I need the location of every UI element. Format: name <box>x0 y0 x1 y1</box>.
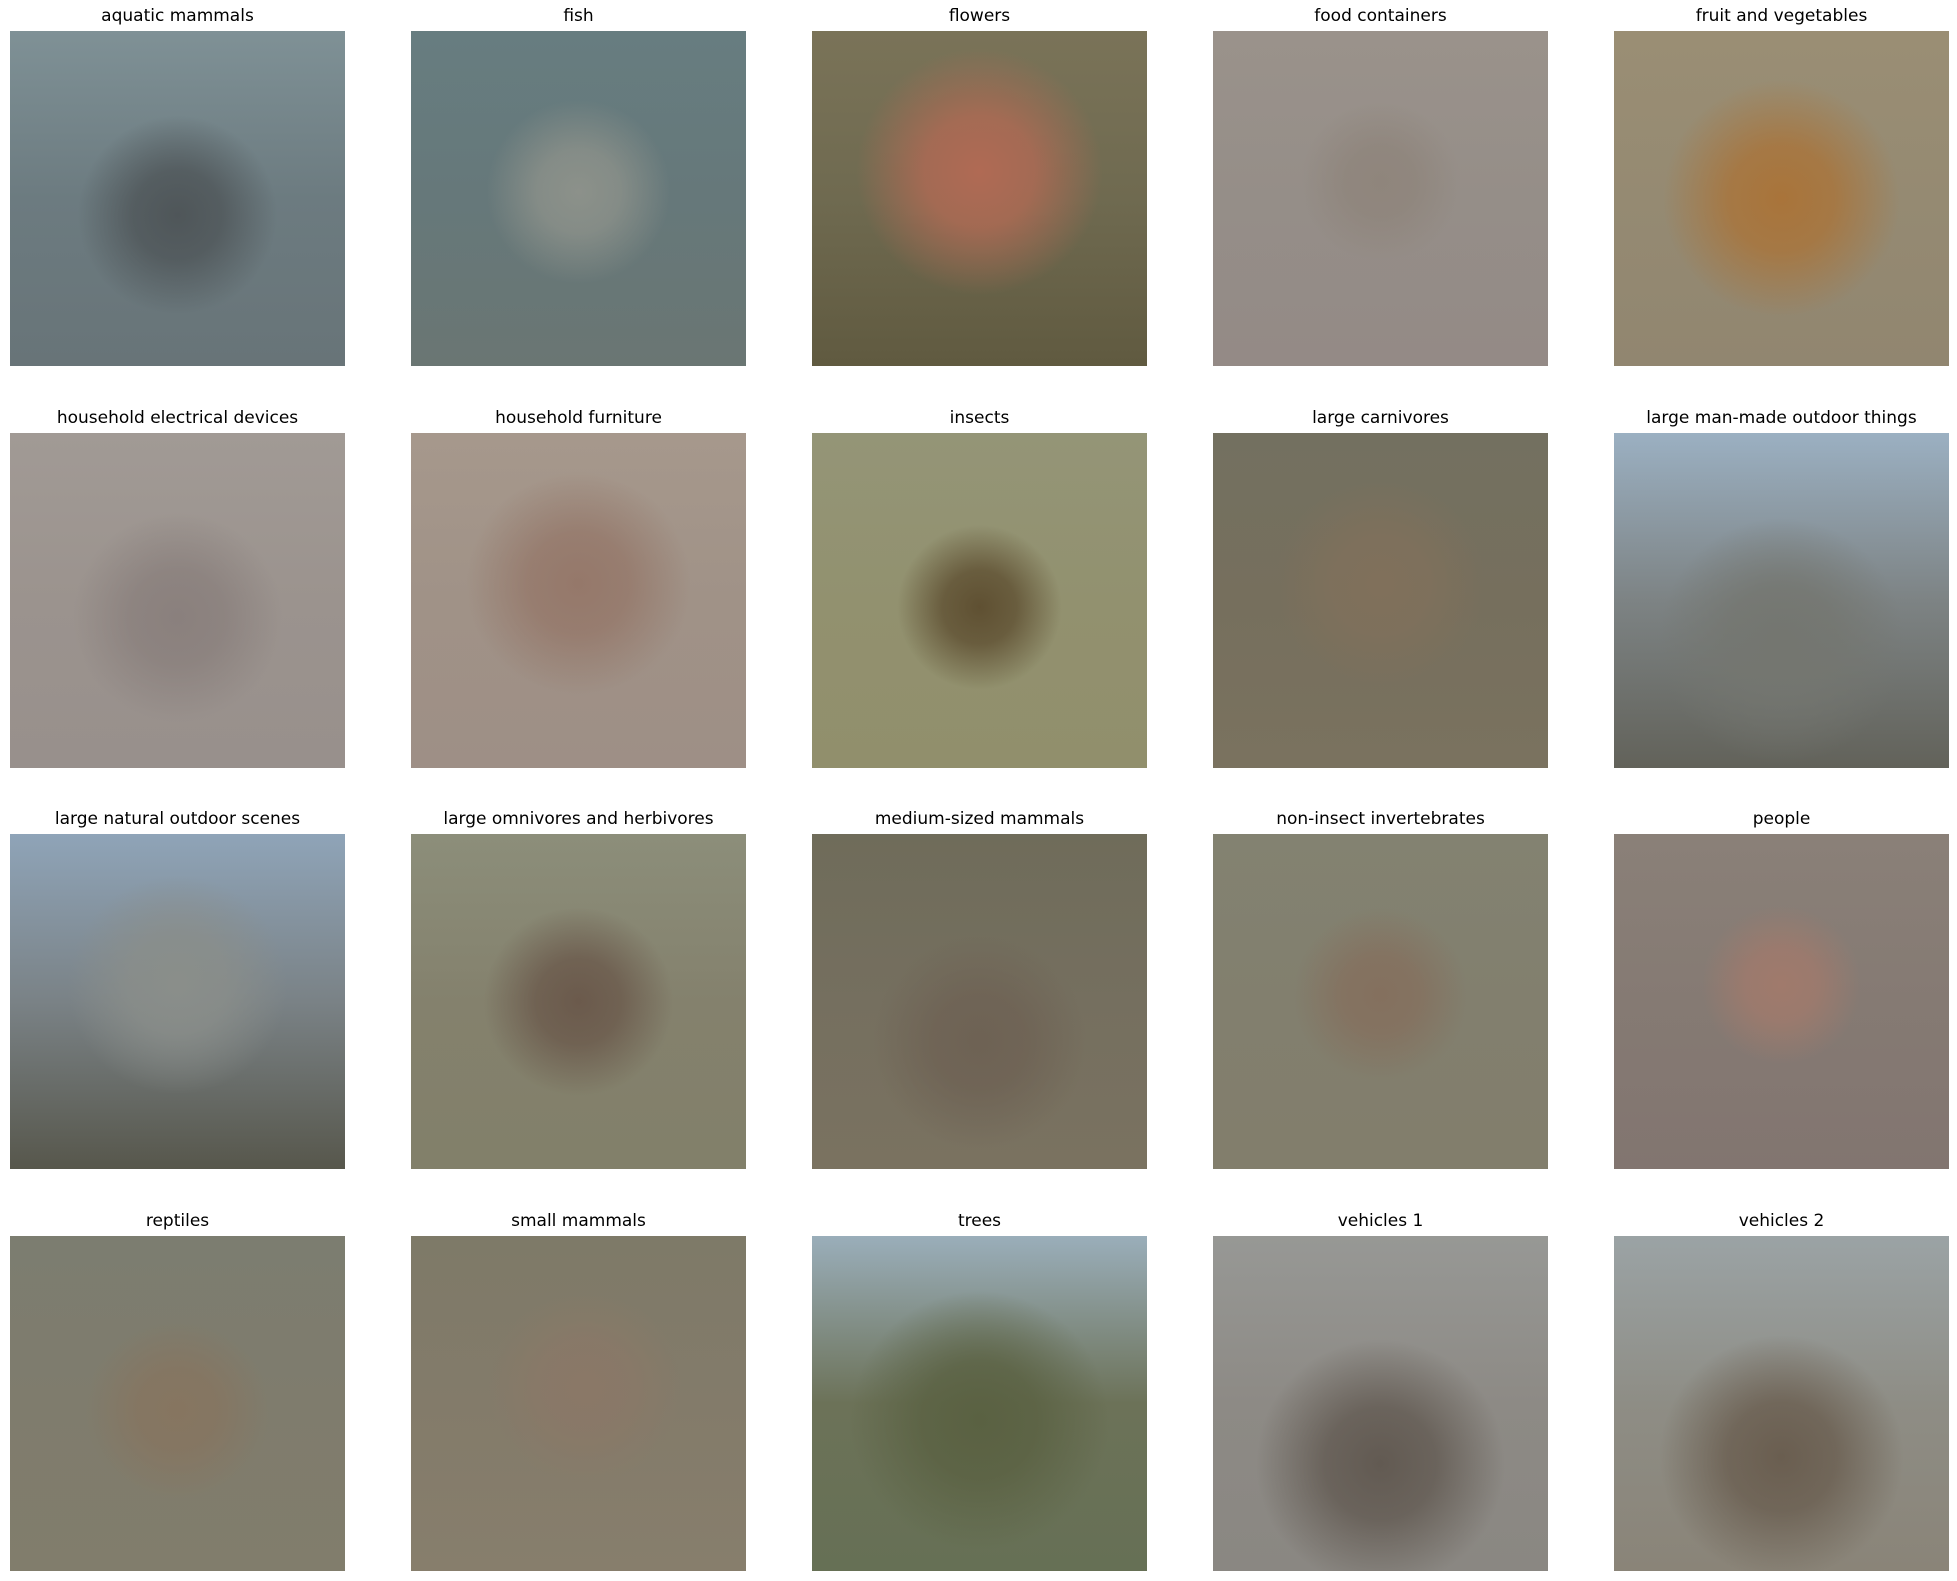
mean-image-blob <box>411 433 746 768</box>
mean-image-blob <box>10 31 345 366</box>
image-panel: large omnivores and herbivores <box>411 803 746 1173</box>
panel-title: insects <box>949 408 1010 428</box>
mean-image <box>812 1236 1147 1571</box>
panel-title: vehicles 2 <box>1738 1211 1825 1231</box>
mean-image-blob <box>10 433 345 768</box>
mean-image-blob <box>10 1236 345 1571</box>
mean-image <box>1614 834 1949 1169</box>
image-panel: household furniture <box>411 402 746 772</box>
mean-image-blob <box>812 1236 1147 1571</box>
image-panel: trees <box>812 1205 1147 1575</box>
panel-title: flowers <box>948 6 1011 26</box>
mean-image <box>10 433 345 768</box>
mean-image-blob <box>1614 433 1949 768</box>
mean-image-blob <box>1213 433 1548 768</box>
image-panel: flowers <box>812 0 1147 370</box>
panel-title: large man-made outdoor things <box>1646 408 1917 428</box>
panel-title: household electrical devices <box>56 408 299 428</box>
mean-image <box>411 31 746 366</box>
mean-image <box>1213 433 1548 768</box>
mean-image <box>1213 1236 1548 1571</box>
panel-title: reptiles <box>145 1211 210 1231</box>
mean-image-blob <box>812 31 1147 366</box>
mean-image-blob <box>1213 31 1548 366</box>
image-panel: household electrical devices <box>10 402 345 772</box>
panel-title: large natural outdoor scenes <box>54 809 301 829</box>
panel-title: medium-sized mammals <box>874 809 1085 829</box>
mean-image-blob <box>1213 1236 1548 1571</box>
panel-title: people <box>1752 809 1811 829</box>
image-panel: large natural outdoor scenes <box>10 803 345 1173</box>
mean-image-blob <box>10 834 345 1169</box>
mean-image-blob <box>1213 834 1548 1169</box>
mean-image <box>411 1236 746 1571</box>
mean-image <box>1614 433 1949 768</box>
panel-title: non-insect invertebrates <box>1276 809 1485 829</box>
mean-image-blob <box>1614 834 1949 1169</box>
image-panel: large carnivores <box>1213 402 1548 772</box>
mean-image-blob <box>812 433 1147 768</box>
image-panel: medium-sized mammals <box>812 803 1147 1173</box>
image-panel: food containers <box>1213 0 1548 370</box>
image-panel: non-insect invertebrates <box>1213 803 1548 1173</box>
panel-title: fish <box>563 6 594 26</box>
panel-title: large omnivores and herbivores <box>443 809 714 829</box>
panel-title: small mammals <box>511 1211 646 1231</box>
image-panel: small mammals <box>411 1205 746 1575</box>
mean-image-blob <box>1614 31 1949 366</box>
mean-image <box>812 433 1147 768</box>
panel-title: food containers <box>1314 6 1447 26</box>
image-panel: people <box>1614 803 1949 1173</box>
mean-image <box>10 1236 345 1571</box>
panel-title: fruit and vegetables <box>1695 6 1868 26</box>
mean-image-blob <box>411 31 746 366</box>
panel-title: household furniture <box>495 408 662 428</box>
panel-title: vehicles 1 <box>1337 1211 1424 1231</box>
mean-image <box>1614 1236 1949 1571</box>
panel-title: aquatic mammals <box>101 6 254 26</box>
image-panel: fish <box>411 0 746 370</box>
panel-title: large carnivores <box>1312 408 1449 428</box>
mean-image <box>10 31 345 366</box>
mean-image-blob <box>812 834 1147 1169</box>
mean-image <box>812 834 1147 1169</box>
mean-image-blob <box>1614 1236 1949 1571</box>
image-panel: fruit and vegetables <box>1614 0 1949 370</box>
image-panel: vehicles 2 <box>1614 1205 1949 1575</box>
mean-image-blob <box>411 1236 746 1571</box>
mean-image <box>411 433 746 768</box>
image-panel: large man-made outdoor things <box>1614 402 1949 772</box>
mean-image <box>1614 31 1949 366</box>
mean-image <box>10 834 345 1169</box>
image-panel: insects <box>812 402 1147 772</box>
mean-image-blob <box>411 834 746 1169</box>
image-panel: reptiles <box>10 1205 345 1575</box>
mean-image <box>1213 834 1548 1169</box>
panel-title: trees <box>957 1211 1002 1231</box>
image-panel: vehicles 1 <box>1213 1205 1548 1575</box>
mean-image <box>812 31 1147 366</box>
mean-image <box>411 834 746 1169</box>
image-panel: aquatic mammals <box>10 0 345 370</box>
mean-image <box>1213 31 1548 366</box>
image-grid: aquatic mammals fish flowers food container… <box>10 0 1950 1581</box>
